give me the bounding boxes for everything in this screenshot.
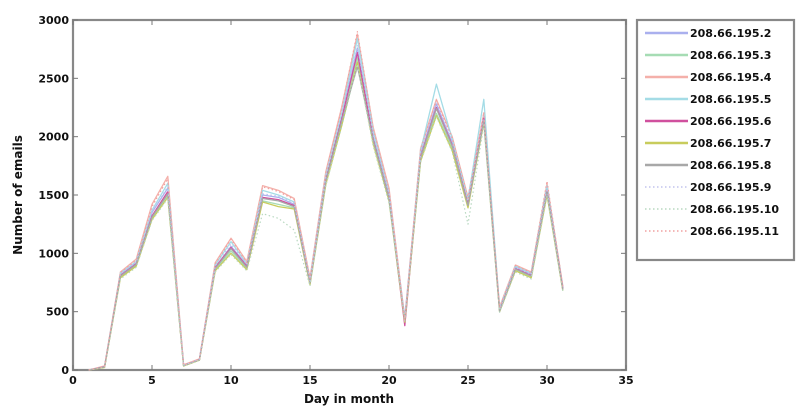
y-tick-label: 2000 — [38, 131, 69, 144]
y-axis-title: Number of emails — [11, 135, 25, 255]
legend-label-6: 208.66.195.8 — [690, 159, 771, 172]
x-tick-label: 10 — [223, 374, 239, 387]
y-tick-label: 500 — [46, 306, 69, 319]
legend-label-2: 208.66.195.4 — [690, 71, 772, 84]
series-line-3 — [88, 38, 564, 371]
x-axis-title: Day in month — [304, 392, 394, 406]
legend-label-3: 208.66.195.5 — [690, 93, 771, 106]
series-line-8 — [88, 63, 564, 371]
y-tick-label: 1500 — [38, 189, 69, 202]
series-line-7 — [88, 45, 564, 371]
x-tick-label: 0 — [69, 374, 77, 387]
x-tick-label: 20 — [381, 374, 397, 387]
legend-box — [635, 18, 796, 262]
legend-label-5: 208.66.195.7 — [690, 137, 771, 150]
x-tick-label: 5 — [148, 374, 156, 387]
y-tick-label: 1000 — [38, 247, 69, 260]
x-tick-label: 30 — [539, 374, 555, 387]
legend-label-0: 208.66.195.2 — [690, 27, 771, 40]
legend: 208.66.195.2 208.66.195.3 208.66.195.4 208.… — [635, 18, 796, 262]
x-tick-label: 25 — [460, 374, 475, 387]
x-tick-label: 15 — [302, 374, 317, 387]
legend-label-8: 208.66.195.10 — [690, 203, 779, 216]
legend-label-1: 208.66.195.3 — [690, 49, 771, 62]
y-axis: 0 500 1000 1500 2000 2500 3000 — [38, 14, 626, 377]
x-tick-label: 35 — [618, 374, 633, 387]
x-axis: 0 5 10 15 20 25 30 35 — [69, 20, 634, 387]
legend-label-9: 208.66.195.11 — [690, 225, 779, 238]
y-tick-label: 2500 — [38, 72, 69, 85]
y-tick-label: 3000 — [38, 14, 69, 27]
legend-label-4: 208.66.195.6 — [690, 115, 772, 128]
legend-label-7: 208.66.195.9 — [690, 181, 771, 194]
series-layer — [88, 31, 564, 371]
y-tick-label: 0 — [61, 364, 69, 377]
